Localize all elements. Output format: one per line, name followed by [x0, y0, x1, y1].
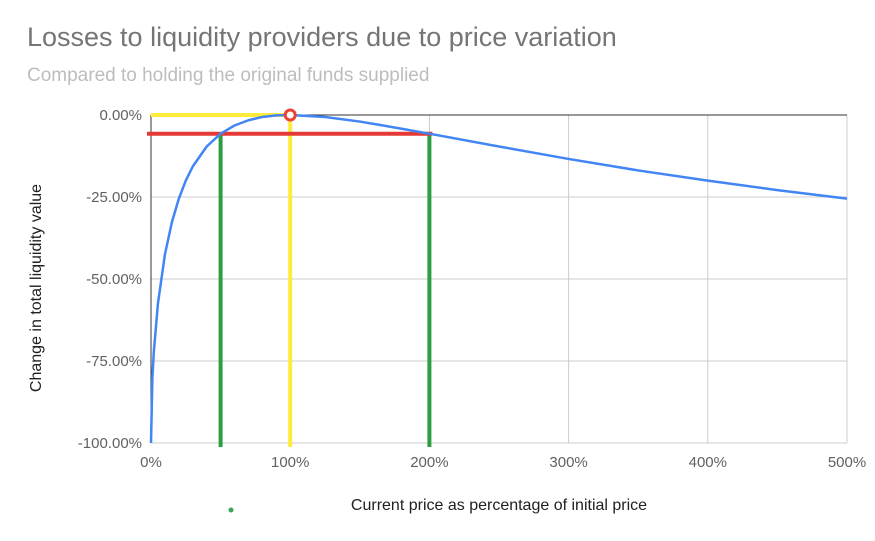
x-tick-label: 200%: [410, 454, 448, 471]
annotations: [147, 113, 433, 447]
y-tick-label: -50.00%: [86, 271, 142, 288]
chart-subtitle: Compared to holding the original funds s…: [27, 65, 430, 86]
x-axis-ticks: 0% 100% 200% 300% 400% 500%: [140, 454, 866, 471]
x-axis-title: Current price as percentage of initial p…: [351, 497, 647, 514]
legend-dot: [228, 507, 234, 513]
y-axis-title: Change in total liquidity value: [28, 184, 45, 392]
x-tick-label: 400%: [689, 454, 727, 471]
y-tick-label: -25.00%: [86, 189, 142, 206]
series-line: [149, 113, 848, 444]
y-tick-label: 0.00%: [99, 107, 142, 124]
x-tick-label: 100%: [271, 454, 309, 471]
series-layer: [149, 113, 848, 444]
x-tick-label: 0%: [140, 454, 162, 471]
y-axis-ticks: 0.00% -25.00% -50.00% -75.00% -100.00%: [78, 107, 142, 452]
highlight-point: [283, 108, 297, 122]
y-tick-label: -75.00%: [86, 353, 142, 370]
chart-title: Losses to liquidity providers due to pri…: [27, 22, 617, 52]
x-tick-label: 300%: [549, 454, 587, 471]
y-tick-label: -100.00%: [78, 435, 142, 452]
gridlines: [150, 114, 848, 444]
markers: [283, 108, 297, 122]
x-tick-label: 500%: [828, 454, 866, 471]
